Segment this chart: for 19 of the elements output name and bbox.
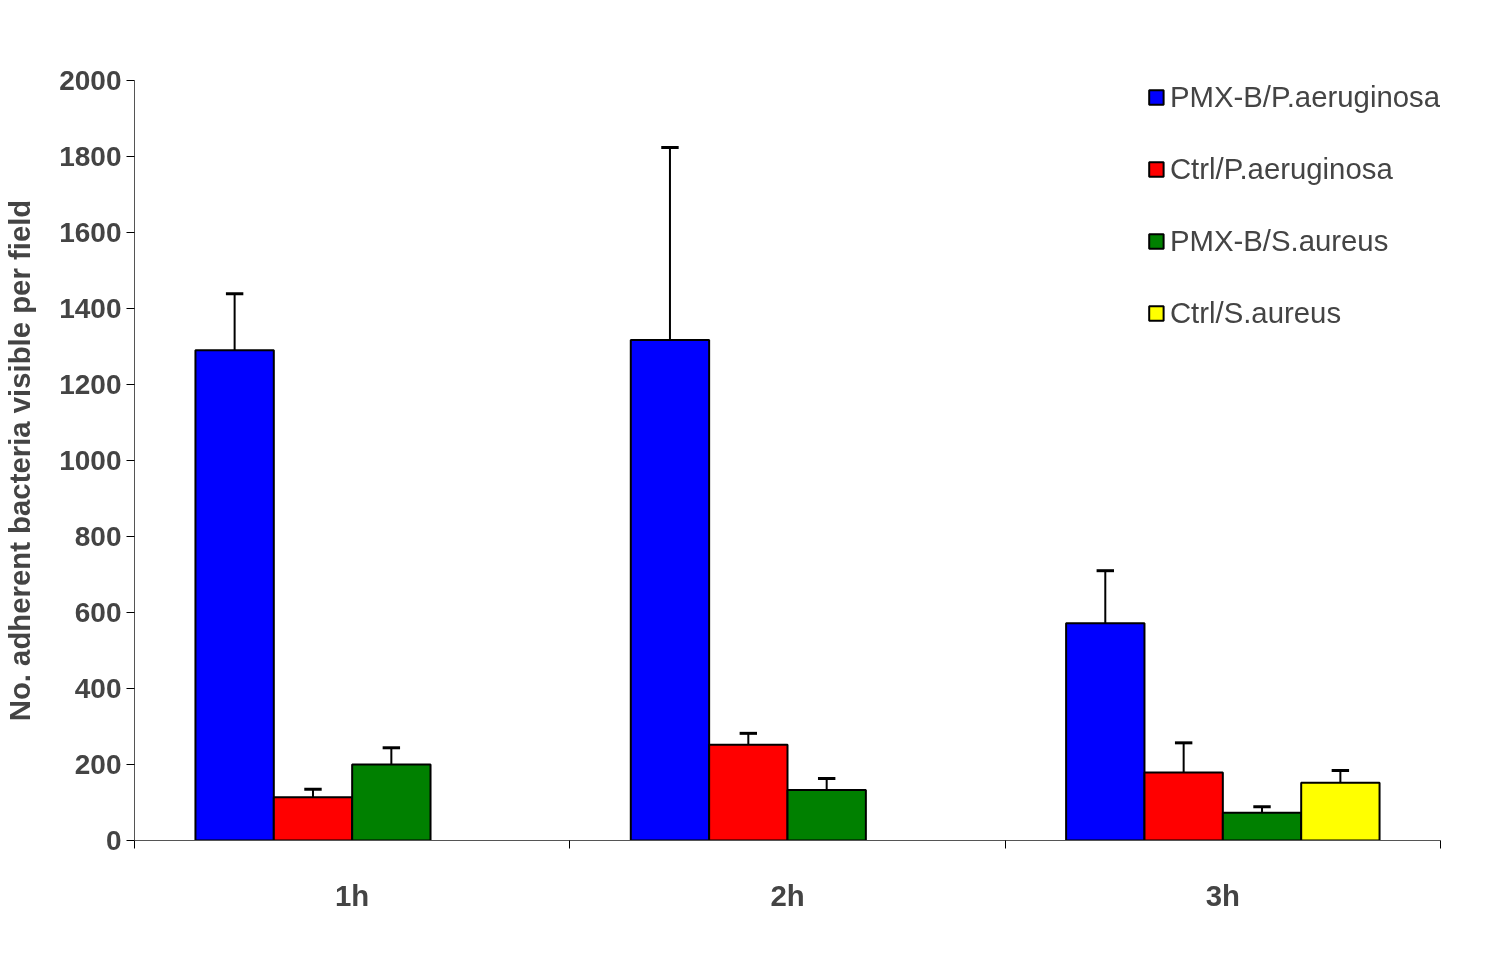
y-tick-label: 400 <box>74 673 122 704</box>
y-tick-label: 1600 <box>59 217 122 248</box>
y-tick-label: 1400 <box>59 293 122 324</box>
y-tick-label: 1800 <box>59 141 122 172</box>
legend-label: PMX-B/P.aeruginosa <box>1169 80 1440 114</box>
x-tick-label: 3h <box>1205 878 1240 912</box>
x-tick-label: 1h <box>335 878 370 912</box>
y-tick-label: 1000 <box>59 445 122 476</box>
legend-label: PMX-B/S.aureus <box>1169 224 1389 258</box>
y-axis-title: No. adherent bacteria visible per field <box>3 199 37 722</box>
legend-label: Ctrl/S.aureus <box>1169 296 1342 330</box>
y-tick-label: 200 <box>74 749 122 780</box>
y-tick-label: 2000 <box>59 65 122 96</box>
y-tick-label: 1200 <box>59 369 122 400</box>
y-tick-label: 0 <box>105 825 122 856</box>
y-tick-label: 800 <box>74 521 122 552</box>
y-tick-label: 600 <box>74 597 122 628</box>
x-tick-label: 2h <box>770 878 805 912</box>
legend-label: Ctrl/P.aeruginosa <box>1169 152 1393 186</box>
